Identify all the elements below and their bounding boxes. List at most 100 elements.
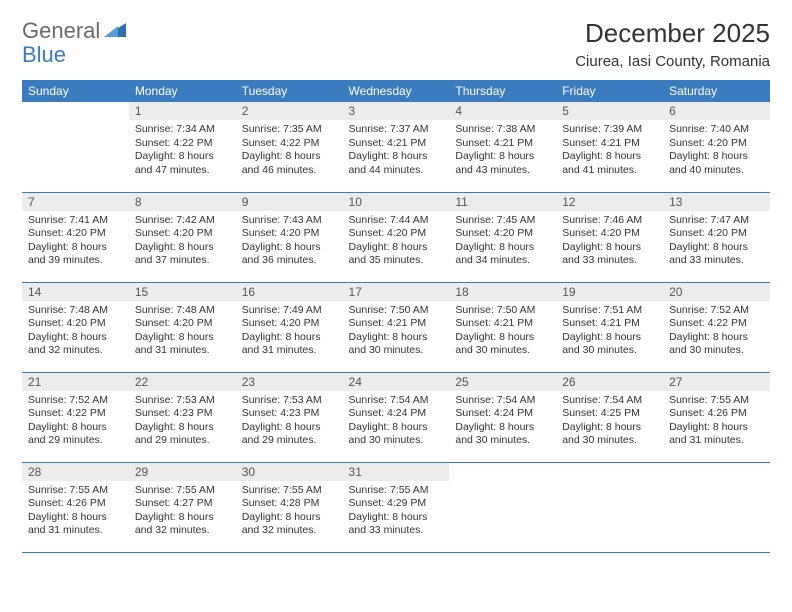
daylight-line: Daylight: 8 hours and 40 minutes. [669,150,764,177]
day-number: 5 [556,102,663,120]
location-label: Ciurea, Iasi County, Romania [575,53,770,70]
day-body: Sunrise: 7:51 AMSunset: 4:21 PMDaylight:… [556,301,663,363]
sunrise-line: Sunrise: 7:43 AM [242,214,337,228]
daylight-line: Daylight: 8 hours and 29 minutes. [135,421,230,448]
calendar-day-cell: 24Sunrise: 7:54 AMSunset: 4:24 PMDayligh… [343,372,450,462]
day-number: 31 [343,463,450,481]
weekday-header: Friday [556,80,663,102]
calendar-day-cell: 8Sunrise: 7:42 AMSunset: 4:20 PMDaylight… [129,192,236,282]
day-body: Sunrise: 7:55 AMSunset: 4:28 PMDaylight:… [236,481,343,543]
day-body: Sunrise: 7:42 AMSunset: 4:20 PMDaylight:… [129,211,236,273]
sunset-line: Sunset: 4:20 PM [135,227,230,241]
day-body: Sunrise: 7:35 AMSunset: 4:22 PMDaylight:… [236,120,343,182]
sunrise-line: Sunrise: 7:34 AM [135,123,230,137]
sunset-line: Sunset: 4:20 PM [28,227,123,241]
sunrise-line: Sunrise: 7:51 AM [562,304,657,318]
calendar-day-cell: 22Sunrise: 7:53 AMSunset: 4:23 PMDayligh… [129,372,236,462]
daylight-line: Daylight: 8 hours and 33 minutes. [349,511,444,538]
sunrise-line: Sunrise: 7:50 AM [349,304,444,318]
calendar-day-cell: 31Sunrise: 7:55 AMSunset: 4:29 PMDayligh… [343,462,450,552]
daylight-line: Daylight: 8 hours and 31 minutes. [669,421,764,448]
calendar-day-cell: 9Sunrise: 7:43 AMSunset: 4:20 PMDaylight… [236,192,343,282]
sunrise-line: Sunrise: 7:55 AM [669,394,764,408]
day-body: Sunrise: 7:44 AMSunset: 4:20 PMDaylight:… [343,211,450,273]
calendar-day-cell: 18Sunrise: 7:50 AMSunset: 4:21 PMDayligh… [449,282,556,372]
day-number: 28 [22,463,129,481]
day-number: 9 [236,193,343,211]
calendar-day-cell: 21Sunrise: 7:52 AMSunset: 4:22 PMDayligh… [22,372,129,462]
calendar-day-cell [22,102,129,192]
day-number: 8 [129,193,236,211]
daylight-line: Daylight: 8 hours and 43 minutes. [455,150,550,177]
day-body: Sunrise: 7:48 AMSunset: 4:20 PMDaylight:… [129,301,236,363]
daylight-line: Daylight: 8 hours and 36 minutes. [242,241,337,268]
day-number: 7 [22,193,129,211]
day-body: Sunrise: 7:55 AMSunset: 4:26 PMDaylight:… [22,481,129,543]
sunset-line: Sunset: 4:20 PM [669,137,764,151]
day-number: 27 [663,373,770,391]
calendar-day-cell: 6Sunrise: 7:40 AMSunset: 4:20 PMDaylight… [663,102,770,192]
calendar-day-cell: 7Sunrise: 7:41 AMSunset: 4:20 PMDaylight… [22,192,129,282]
brand-part2: Blue [22,42,66,68]
calendar-day-cell: 27Sunrise: 7:55 AMSunset: 4:26 PMDayligh… [663,372,770,462]
sunset-line: Sunset: 4:21 PM [349,137,444,151]
day-number: 11 [449,193,556,211]
calendar-week-row: 28Sunrise: 7:55 AMSunset: 4:26 PMDayligh… [22,462,770,552]
calendar-week-row: 1Sunrise: 7:34 AMSunset: 4:22 PMDaylight… [22,102,770,192]
brand-logo: General [22,18,126,44]
calendar-week-row: 14Sunrise: 7:48 AMSunset: 4:20 PMDayligh… [22,282,770,372]
sunset-line: Sunset: 4:21 PM [349,317,444,331]
sunrise-line: Sunrise: 7:55 AM [349,484,444,498]
day-number [449,463,556,481]
sunrise-line: Sunrise: 7:41 AM [28,214,123,228]
daylight-line: Daylight: 8 hours and 37 minutes. [135,241,230,268]
calendar-day-cell: 19Sunrise: 7:51 AMSunset: 4:21 PMDayligh… [556,282,663,372]
daylight-line: Daylight: 8 hours and 44 minutes. [349,150,444,177]
sunset-line: Sunset: 4:26 PM [669,407,764,421]
month-title: December 2025 [575,18,770,49]
day-body: Sunrise: 7:52 AMSunset: 4:22 PMDaylight:… [663,301,770,363]
sunset-line: Sunset: 4:26 PM [28,497,123,511]
calendar-day-cell: 15Sunrise: 7:48 AMSunset: 4:20 PMDayligh… [129,282,236,372]
daylight-line: Daylight: 8 hours and 31 minutes. [28,511,123,538]
day-number: 16 [236,283,343,301]
day-number: 19 [556,283,663,301]
day-number: 1 [129,102,236,120]
daylight-line: Daylight: 8 hours and 35 minutes. [349,241,444,268]
sunset-line: Sunset: 4:23 PM [135,407,230,421]
day-body: Sunrise: 7:45 AMSunset: 4:20 PMDaylight:… [449,211,556,273]
daylight-line: Daylight: 8 hours and 33 minutes. [669,241,764,268]
day-body: Sunrise: 7:50 AMSunset: 4:21 PMDaylight:… [343,301,450,363]
sunrise-line: Sunrise: 7:48 AM [135,304,230,318]
calendar-week-row: 7Sunrise: 7:41 AMSunset: 4:20 PMDaylight… [22,192,770,282]
calendar-day-cell: 20Sunrise: 7:52 AMSunset: 4:22 PMDayligh… [663,282,770,372]
day-number: 26 [556,373,663,391]
sunset-line: Sunset: 4:22 PM [669,317,764,331]
day-body: Sunrise: 7:50 AMSunset: 4:21 PMDaylight:… [449,301,556,363]
sunrise-line: Sunrise: 7:37 AM [349,123,444,137]
calendar-table: SundayMondayTuesdayWednesdayThursdayFrid… [22,80,770,553]
day-body: Sunrise: 7:55 AMSunset: 4:26 PMDaylight:… [663,391,770,453]
day-number: 30 [236,463,343,481]
calendar-day-cell: 26Sunrise: 7:54 AMSunset: 4:25 PMDayligh… [556,372,663,462]
day-number: 18 [449,283,556,301]
daylight-line: Daylight: 8 hours and 32 minutes. [28,331,123,358]
day-number: 3 [343,102,450,120]
daylight-line: Daylight: 8 hours and 41 minutes. [562,150,657,177]
daylight-line: Daylight: 8 hours and 31 minutes. [135,331,230,358]
sunrise-line: Sunrise: 7:35 AM [242,123,337,137]
calendar-day-cell: 25Sunrise: 7:54 AMSunset: 4:24 PMDayligh… [449,372,556,462]
weekday-header: Tuesday [236,80,343,102]
sunrise-line: Sunrise: 7:46 AM [562,214,657,228]
sunrise-line: Sunrise: 7:55 AM [242,484,337,498]
sunrise-line: Sunrise: 7:52 AM [669,304,764,318]
day-body: Sunrise: 7:49 AMSunset: 4:20 PMDaylight:… [236,301,343,363]
day-number: 17 [343,283,450,301]
daylight-line: Daylight: 8 hours and 34 minutes. [455,241,550,268]
daylight-line: Daylight: 8 hours and 31 minutes. [242,331,337,358]
sunrise-line: Sunrise: 7:54 AM [562,394,657,408]
sunrise-line: Sunrise: 7:53 AM [135,394,230,408]
day-body: Sunrise: 7:40 AMSunset: 4:20 PMDaylight:… [663,120,770,182]
weekday-header: Wednesday [343,80,450,102]
calendar-day-cell: 2Sunrise: 7:35 AMSunset: 4:22 PMDaylight… [236,102,343,192]
